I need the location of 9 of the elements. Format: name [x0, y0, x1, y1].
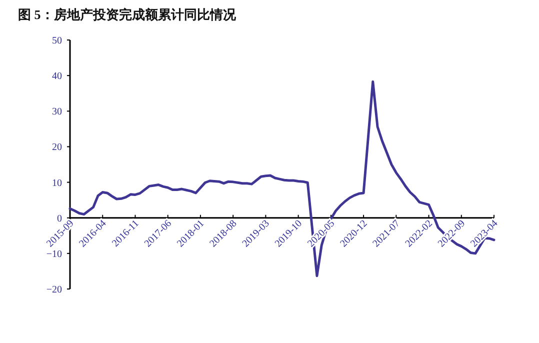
y-tick-label: 30: [52, 106, 62, 118]
y-tick-label: −20: [46, 284, 62, 296]
chart-title: 图 5：房地产投资完成额累计同比情况: [18, 7, 237, 22]
y-tick-label: 40: [52, 71, 62, 82]
y-tick-label: 50: [52, 36, 62, 46]
y-tick-label: 20: [52, 142, 62, 154]
y-tick-label: 0: [57, 213, 62, 224]
y-tick-label: 10: [52, 178, 62, 189]
y-tick-label: −10: [46, 248, 62, 260]
